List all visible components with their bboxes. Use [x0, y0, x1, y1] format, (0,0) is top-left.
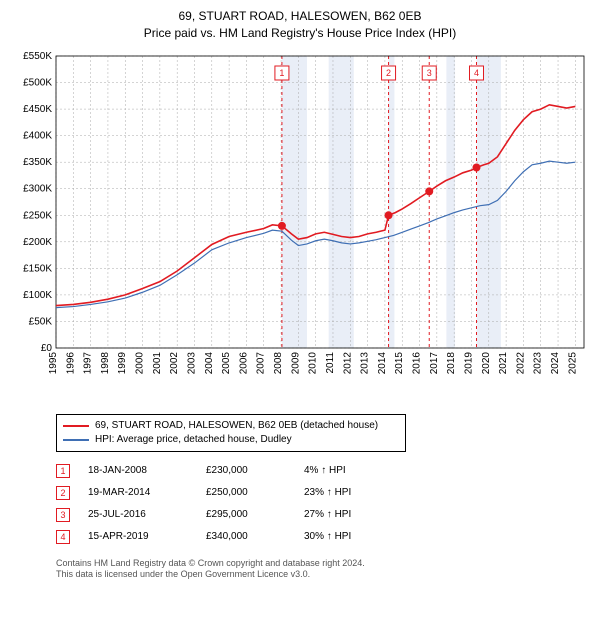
sales-marker: 1: [56, 464, 70, 478]
legend-swatch: [63, 425, 89, 427]
svg-text:£50K: £50K: [29, 316, 53, 327]
svg-text:2022: 2022: [515, 351, 526, 374]
svg-text:3: 3: [427, 68, 432, 78]
sales-pct: 27% ↑ HPI: [304, 509, 384, 520]
sales-marker: 3: [56, 508, 70, 522]
sales-row: 3 25-JUL-2016 £295,000 27% ↑ HPI: [56, 504, 590, 526]
svg-text:1995: 1995: [48, 351, 59, 374]
chart-title-block: 69, STUART ROAD, HALESOWEN, B62 0EB Pric…: [10, 8, 590, 42]
svg-text:2021: 2021: [498, 351, 509, 374]
svg-text:£500K: £500K: [23, 77, 52, 88]
svg-text:£400K: £400K: [23, 130, 52, 141]
sales-date: 15-APR-2019: [88, 531, 188, 542]
svg-text:1999: 1999: [117, 351, 128, 374]
svg-text:1996: 1996: [65, 351, 76, 374]
legend-swatch: [63, 439, 89, 441]
title-line1: 69, STUART ROAD, HALESOWEN, B62 0EB: [10, 8, 590, 25]
sales-marker: 4: [56, 530, 70, 544]
svg-text:1997: 1997: [83, 351, 94, 374]
sales-row: 4 15-APR-2019 £340,000 30% ↑ HPI: [56, 526, 590, 548]
footer: Contains HM Land Registry data © Crown c…: [56, 558, 590, 581]
sales-price: £230,000: [206, 465, 286, 476]
svg-text:2024: 2024: [550, 351, 561, 374]
sales-pct: 23% ↑ HPI: [304, 487, 384, 498]
chart: 1234£0£50K£100K£150K£200K£250K£300K£350K…: [10, 48, 590, 408]
svg-text:2001: 2001: [152, 351, 163, 374]
svg-text:2004: 2004: [204, 351, 215, 374]
svg-text:£300K: £300K: [23, 183, 52, 194]
legend-label: 69, STUART ROAD, HALESOWEN, B62 0EB (det…: [95, 420, 378, 431]
sales-row: 1 18-JAN-2008 £230,000 4% ↑ HPI: [56, 460, 590, 482]
svg-text:1998: 1998: [100, 351, 111, 374]
page: 69, STUART ROAD, HALESOWEN, B62 0EB Pric…: [0, 0, 600, 589]
svg-text:£150K: £150K: [23, 263, 52, 274]
sales-pct: 4% ↑ HPI: [304, 465, 384, 476]
sales-pct: 30% ↑ HPI: [304, 531, 384, 542]
svg-text:2011: 2011: [325, 351, 336, 373]
svg-text:£200K: £200K: [23, 236, 52, 247]
svg-text:2009: 2009: [290, 351, 301, 374]
sales-row: 2 19-MAR-2014 £250,000 23% ↑ HPI: [56, 482, 590, 504]
svg-text:2018: 2018: [446, 351, 457, 374]
legend-item: 69, STUART ROAD, HALESOWEN, B62 0EB (det…: [63, 419, 399, 433]
svg-text:2020: 2020: [481, 351, 492, 374]
svg-text:2010: 2010: [308, 351, 319, 374]
svg-text:2000: 2000: [135, 351, 146, 374]
footer-line1: Contains HM Land Registry data © Crown c…: [56, 558, 590, 570]
svg-text:2023: 2023: [533, 351, 544, 374]
svg-text:2006: 2006: [238, 351, 249, 374]
svg-text:£350K: £350K: [23, 157, 52, 168]
legend: 69, STUART ROAD, HALESOWEN, B62 0EB (det…: [56, 414, 406, 452]
svg-text:2008: 2008: [273, 351, 284, 374]
sales-table: 1 18-JAN-2008 £230,000 4% ↑ HPI 2 19-MAR…: [56, 460, 590, 548]
svg-text:2015: 2015: [394, 351, 405, 374]
svg-text:1: 1: [279, 68, 284, 78]
svg-text:2002: 2002: [169, 351, 180, 374]
sales-date: 25-JUL-2016: [88, 509, 188, 520]
sales-price: £250,000: [206, 487, 286, 498]
footer-line2: This data is licensed under the Open Gov…: [56, 569, 590, 581]
sales-price: £340,000: [206, 531, 286, 542]
svg-text:2014: 2014: [377, 351, 388, 374]
sales-marker: 2: [56, 486, 70, 500]
sales-price: £295,000: [206, 509, 286, 520]
svg-text:2003: 2003: [186, 351, 197, 374]
legend-label: HPI: Average price, detached house, Dudl…: [95, 434, 292, 445]
svg-text:2005: 2005: [221, 351, 232, 374]
svg-text:2019: 2019: [463, 351, 474, 374]
svg-text:2025: 2025: [567, 351, 578, 374]
svg-text:2: 2: [386, 68, 391, 78]
svg-text:4: 4: [474, 68, 479, 78]
svg-text:£100K: £100K: [23, 290, 52, 301]
svg-text:2017: 2017: [429, 351, 440, 374]
svg-text:£550K: £550K: [23, 51, 52, 62]
svg-text:£250K: £250K: [23, 210, 52, 221]
svg-text:£450K: £450K: [23, 104, 52, 115]
sales-date: 19-MAR-2014: [88, 487, 188, 498]
legend-item: HPI: Average price, detached house, Dudl…: [63, 433, 399, 447]
svg-text:2013: 2013: [360, 351, 371, 374]
svg-text:2007: 2007: [256, 351, 267, 374]
chart-svg: 1234£0£50K£100K£150K£200K£250K£300K£350K…: [10, 48, 590, 408]
svg-text:2012: 2012: [342, 351, 353, 374]
sales-date: 18-JAN-2008: [88, 465, 188, 476]
svg-text:2016: 2016: [412, 351, 423, 374]
title-line2: Price paid vs. HM Land Registry's House …: [10, 25, 590, 42]
